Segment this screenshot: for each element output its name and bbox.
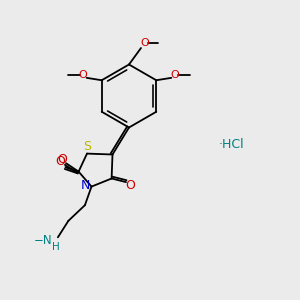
Text: O: O [126,178,135,192]
Text: O: O [79,70,88,80]
Text: O: O [140,38,149,48]
Text: S: S [83,140,91,153]
Text: ·HCl: ·HCl [218,137,244,151]
Text: N: N [81,178,90,192]
Text: O: O [56,155,65,168]
Text: O: O [170,70,179,80]
Text: H: H [52,242,59,252]
Text: −N: −N [34,234,52,247]
Text: O: O [57,153,67,166]
